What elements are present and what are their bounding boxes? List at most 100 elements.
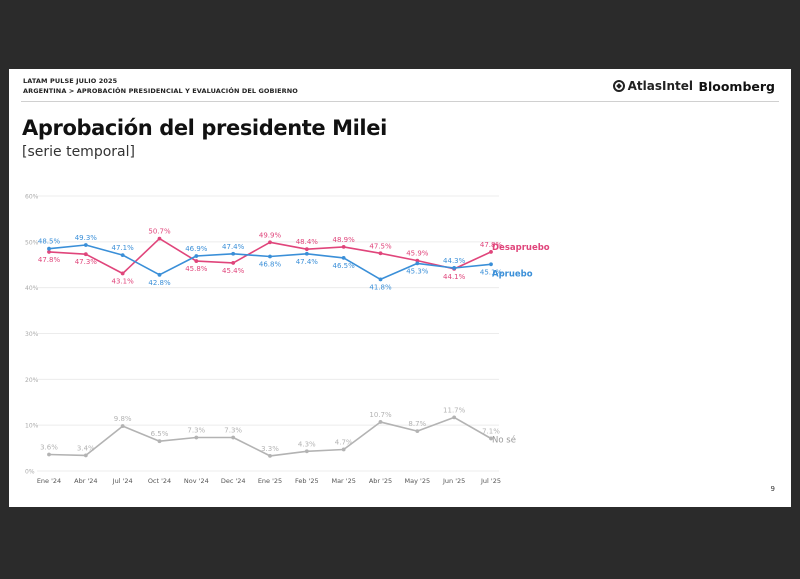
slide: LATAM PULSE JULIO 2025 ARGENTINA > APROB… (9, 69, 791, 507)
y-tick-label: 40% (25, 285, 39, 292)
data-label: 50.7% (148, 228, 171, 236)
chart-subtitle: [serie temporal] (22, 144, 135, 160)
data-label: 45.8% (185, 265, 208, 273)
data-point (231, 435, 236, 440)
data-label: 3.3% (261, 445, 279, 453)
x-tick-label: Abr '25 (369, 477, 392, 485)
atlasintel-logo-icon (612, 80, 625, 92)
data-label: 7.1% (482, 427, 500, 435)
data-label: 45.1% (480, 268, 503, 276)
data-point (415, 258, 420, 263)
y-tick-label: 50% (25, 239, 39, 246)
data-label: 8.7% (408, 420, 426, 428)
data-label: 49.9% (259, 231, 282, 239)
data-label: 7.3% (187, 427, 205, 435)
x-tick-label: Oct '24 (148, 477, 171, 485)
data-point (415, 429, 420, 434)
data-label: 46.8% (259, 261, 282, 269)
data-point (194, 254, 199, 258)
x-tick-label: Jul '24 (112, 477, 133, 485)
data-point (157, 272, 162, 277)
x-tick-label: May '25 (405, 477, 431, 485)
data-label: 48.5% (38, 238, 61, 246)
chart-title: Aprobación del presidente Milei (22, 116, 387, 140)
data-point (120, 424, 125, 428)
y-tick-label: 10% (25, 423, 39, 430)
data-label: 47.3% (75, 258, 98, 266)
x-tick-label: Dec '24 (221, 477, 246, 485)
data-point (47, 246, 51, 251)
data-point (341, 447, 346, 452)
data-label: 41.8% (369, 283, 392, 291)
data-point (268, 240, 272, 245)
data-label: 11.7% (443, 406, 466, 414)
data-label: 47.1% (112, 244, 135, 252)
data-point (341, 255, 346, 260)
data-label: 49.3% (75, 234, 98, 242)
x-tick-label: Jul '25 (480, 477, 501, 485)
data-label: 44.1% (443, 273, 466, 281)
x-tick-label: Jun '25 (442, 477, 465, 485)
y-tick-label: 30% (25, 331, 39, 338)
data-point (452, 266, 457, 270)
data-label: 46.5% (333, 262, 356, 270)
data-point (415, 261, 420, 266)
data-label: 4.3% (298, 440, 316, 448)
y-tick-label: 60% (25, 194, 39, 201)
data-label: 45.3% (406, 267, 429, 275)
data-point (194, 435, 199, 440)
data-point (83, 252, 88, 257)
data-point (268, 453, 272, 458)
data-point (489, 436, 493, 441)
report-breadcrumb: ARGENTINA > APROBACIÓN PRESIDENCIAL Y EV… (23, 87, 298, 95)
data-point (120, 271, 125, 276)
series-label: Apruebo (492, 269, 533, 279)
data-point (157, 236, 162, 241)
y-tick-label: 0% (25, 469, 35, 476)
data-label: 44.3% (443, 257, 466, 265)
data-point (231, 251, 236, 256)
data-label: 47.4% (296, 258, 319, 266)
atlasintel-logo: AtlasIntel (612, 79, 693, 93)
data-label: 9.8% (114, 415, 132, 423)
data-label: 3.4% (77, 444, 95, 452)
data-label: 46.9% (185, 245, 208, 253)
data-point (378, 251, 383, 256)
data-label: 6.5% (151, 430, 169, 438)
x-tick-label: Ene '25 (258, 477, 282, 485)
report-kicker: LATAM PULSE JULIO 2025 (23, 77, 118, 85)
x-tick-label: Ene '24 (37, 477, 61, 485)
bloomberg-logo: Bloomberg (698, 79, 775, 94)
page-number: 9 (770, 485, 775, 493)
data-point (452, 415, 457, 420)
data-label: 47.8% (480, 241, 503, 249)
header-divider (21, 101, 779, 102)
series-label: No sé (492, 434, 516, 445)
atlasintel-logo-text: AtlasIntel (627, 79, 693, 93)
data-point (157, 439, 162, 444)
data-point (120, 253, 125, 258)
data-point (489, 250, 493, 254)
y-tick-label: 20% (25, 377, 39, 384)
data-label: 7.3% (224, 427, 242, 435)
data-point (341, 244, 346, 249)
data-label: 45.9% (406, 250, 429, 258)
data-point (83, 243, 88, 247)
data-point (304, 247, 309, 252)
line-chart: 0% 10% 20% 30% 40% 50% 60% Ene '24 Abr '24 Jul '2… (25, 194, 550, 486)
data-label: 10.7% (369, 411, 392, 419)
data-point (83, 453, 88, 458)
data-label: 3.6% (40, 444, 58, 452)
data-label: 4.7% (335, 438, 353, 446)
data-point (304, 251, 309, 256)
x-tick-label: Feb '25 (295, 477, 319, 485)
data-label: 47.4% (222, 243, 245, 251)
data-point (47, 452, 51, 457)
data-label: 42.8% (148, 279, 171, 287)
data-point (194, 259, 199, 263)
data-point (304, 449, 309, 454)
data-point (378, 277, 383, 282)
x-tick-label: Mar '25 (331, 477, 355, 485)
data-label: 48.9% (333, 236, 356, 244)
data-point (378, 420, 383, 424)
